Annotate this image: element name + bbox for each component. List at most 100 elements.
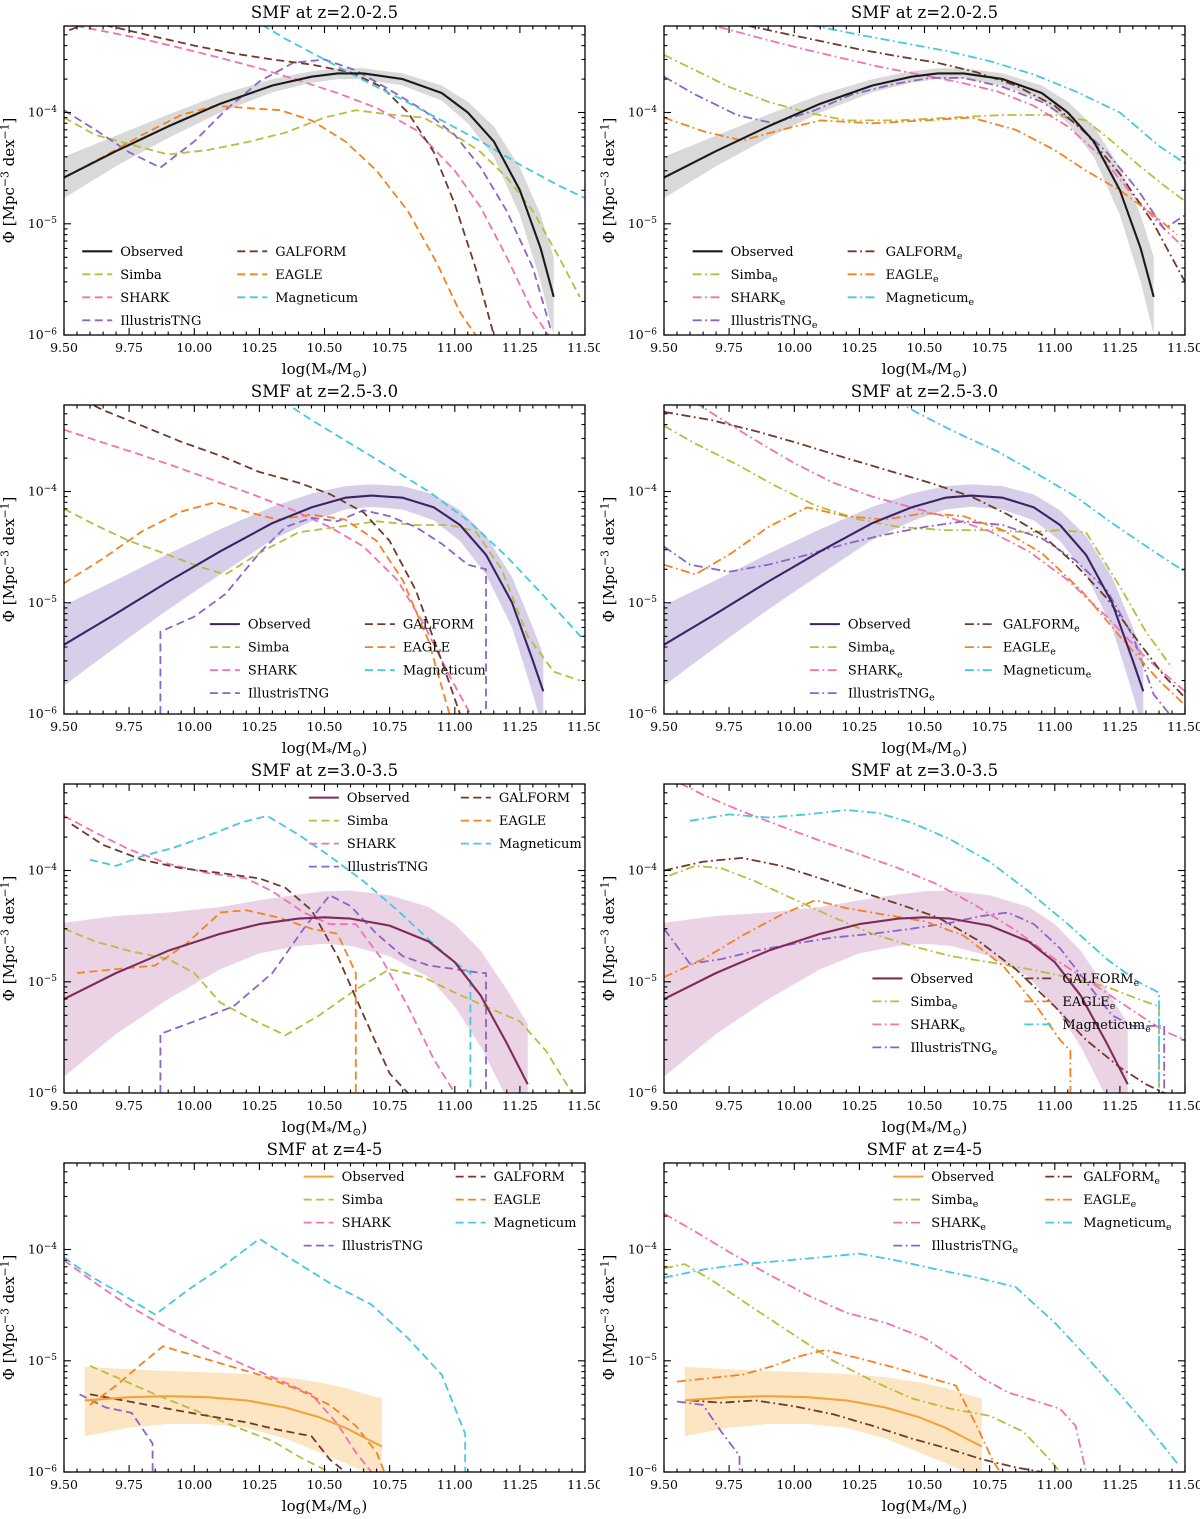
panel-title: SMF at z=3.0-3.5	[851, 761, 998, 780]
chart-svg-z25-30-left: 9.50 9.75 10.00 10.25 10.50 10.75 11.00 11.25 11…	[0, 382, 600, 760]
svg-text:10.25: 10.25	[842, 1098, 878, 1113]
legend-label-magneticum-e: Magneticume	[1003, 664, 1092, 681]
svg-text:10−4: 10−4	[28, 1242, 57, 1257]
series-line-eagle-e	[664, 116, 1178, 236]
svg-text:10.75: 10.75	[372, 1098, 408, 1113]
legend-label-illustristng-e: IllustrisTNGe	[931, 1239, 1018, 1256]
x-ticks	[663, 1163, 1186, 1472]
series-line-shark	[71, 26, 550, 335]
svg-text:10.25: 10.25	[842, 340, 878, 355]
series-line-simba	[64, 508, 581, 682]
legend-label-galform: GALFORM	[494, 1170, 565, 1185]
legend-label-galform-e: GALFORMe	[1083, 1170, 1160, 1187]
series-line-illustristng	[159, 894, 487, 1093]
series-line-galform-e	[689, 1399, 1042, 1472]
legend-label-eagle-e: EAGLEe	[886, 268, 939, 285]
axes-frame	[663, 404, 1186, 715]
svg-text:10.25: 10.25	[842, 719, 878, 734]
legend-label-eagle-e: EAGLEe	[1003, 641, 1056, 658]
y-axis-label: Φ [Mpc−3 dex−1]	[0, 1255, 18, 1381]
svg-text:10.25: 10.25	[242, 1098, 278, 1113]
legend-label-illustristng-e: IllustrisTNGe	[910, 1041, 997, 1058]
svg-text:10.25: 10.25	[242, 1477, 278, 1492]
series-line-shark-e	[697, 405, 1185, 692]
y-tick-labels: 10−4 10−5 10−6	[628, 863, 657, 1100]
svg-text:10−5: 10−5	[628, 1353, 657, 1368]
svg-text:10−6: 10−6	[628, 1085, 657, 1100]
svg-text:11.50: 11.50	[567, 1477, 600, 1492]
series-line-illustristng-e	[664, 520, 1171, 714]
legend-label-galform-e: GALFORMe	[1062, 972, 1139, 989]
series-line-eagle	[76, 909, 357, 1093]
svg-text:10.00: 10.00	[776, 340, 812, 355]
legend-label-galform-e: GALFORMe	[1003, 618, 1080, 635]
plot-area	[64, 815, 573, 1093]
svg-text:11.50: 11.50	[1167, 1477, 1200, 1492]
legend: Observed Simbae SHARKe IllustrisTNGe GALFORM…	[692, 245, 975, 331]
svg-text:10.25: 10.25	[842, 1477, 878, 1492]
chart-svg-z4-5-right: 9.50 9.75 10.00 10.25 10.50 10.75 11.00 11.25 11…	[600, 1140, 1200, 1518]
x-ticks	[63, 784, 586, 1093]
legend-label-simba-e: Simbae	[848, 641, 895, 658]
plot-area	[664, 1212, 1178, 1472]
svg-text:11.25: 11.25	[502, 719, 538, 734]
legend-label-shark-e: SHARKe	[731, 291, 786, 308]
x-tick-labels: 9.50 9.75 10.00 10.25 10.50 10.75 11.00 11.25 11…	[50, 719, 600, 734]
series-line-illustristng	[64, 58, 552, 331]
legend: Observed Simba SHARK IllustrisTNG GALFORM EAG…	[82, 245, 358, 329]
legend-label-observed: Observed	[120, 245, 183, 260]
series-line-galform-e	[745, 26, 1185, 283]
legend-label-shark: SHARK	[120, 291, 169, 306]
svg-text:11.25: 11.25	[502, 1477, 538, 1492]
series-line-shark-e	[712, 26, 1185, 250]
y-tick-labels: 10−4 10−5 10−6	[628, 1242, 657, 1480]
legend-label-shark-e: SHARKe	[848, 664, 903, 681]
plot-area	[664, 405, 1185, 714]
svg-text:10.50: 10.50	[907, 1477, 943, 1492]
svg-text:11.50: 11.50	[1167, 1098, 1200, 1113]
series-line-observed	[664, 72, 1155, 298]
svg-text:11.00: 11.00	[1037, 719, 1073, 734]
series-line-magneticum-e	[811, 26, 1185, 165]
legend-label-simba: Simba	[347, 814, 389, 829]
svg-text:9.75: 9.75	[715, 340, 743, 355]
svg-text:10.00: 10.00	[776, 1098, 812, 1113]
legend-label-eagle: EAGLE	[275, 268, 322, 283]
legend-label-magneticum: Magneticum	[499, 837, 582, 852]
panel-title: SMF at z=2.0-2.5	[251, 3, 398, 22]
panel-title: SMF at z=2.5-3.0	[851, 382, 998, 401]
legend-label-shark: SHARK	[347, 837, 396, 852]
x-ticks	[663, 405, 1186, 714]
x-axis-label: log(M*/M⊙)	[882, 1118, 967, 1139]
series-line-magneticum-e	[664, 1252, 1178, 1464]
x-tick-labels: 9.50 9.75 10.00 10.25 10.50 10.75 11.00 11.25 11…	[50, 340, 600, 355]
legend-label-magneticum-e: Magneticume	[886, 291, 975, 308]
legend-label-illustristng-e: IllustrisTNGe	[848, 687, 935, 704]
series-line-galform-e	[664, 857, 1165, 1093]
svg-text:10−4: 10−4	[628, 863, 657, 878]
y-ticks	[64, 413, 585, 715]
svg-text:10.75: 10.75	[372, 340, 408, 355]
observed-uncertainty-band	[64, 890, 528, 1093]
svg-text:11.25: 11.25	[1102, 719, 1138, 734]
legend-label-eagle-e: EAGLEe	[1083, 1193, 1136, 1210]
series-line-shark	[64, 428, 472, 714]
x-tick-labels: 9.50 9.75 10.00 10.25 10.50 10.75 11.00 11.25 11…	[50, 1098, 600, 1113]
legend-label-simba: Simba	[120, 268, 162, 283]
series-line-observed	[664, 916, 1129, 1085]
svg-text:10.75: 10.75	[972, 1477, 1008, 1492]
y-axis-label: Φ [Mpc−3 dex−1]	[600, 497, 618, 623]
svg-text:9.50: 9.50	[50, 1098, 78, 1113]
svg-text:10.00: 10.00	[176, 340, 212, 355]
svg-text:10.50: 10.50	[307, 1477, 343, 1492]
series-line-illustristng-e	[676, 1400, 741, 1472]
legend: Observed Simba SHARK IllustrisTNG GALFORM EAG…	[308, 791, 582, 875]
svg-text:10.00: 10.00	[176, 719, 212, 734]
svg-text:10.25: 10.25	[242, 340, 278, 355]
svg-text:11.00: 11.00	[437, 340, 473, 355]
legend-label-shark: SHARK	[248, 664, 297, 679]
legend-label-illustristng: IllustrisTNG	[120, 314, 201, 329]
series-line-illustristng	[79, 1393, 154, 1472]
legend-label-galform: GALFORM	[403, 618, 474, 633]
svg-text:9.75: 9.75	[115, 1098, 143, 1113]
